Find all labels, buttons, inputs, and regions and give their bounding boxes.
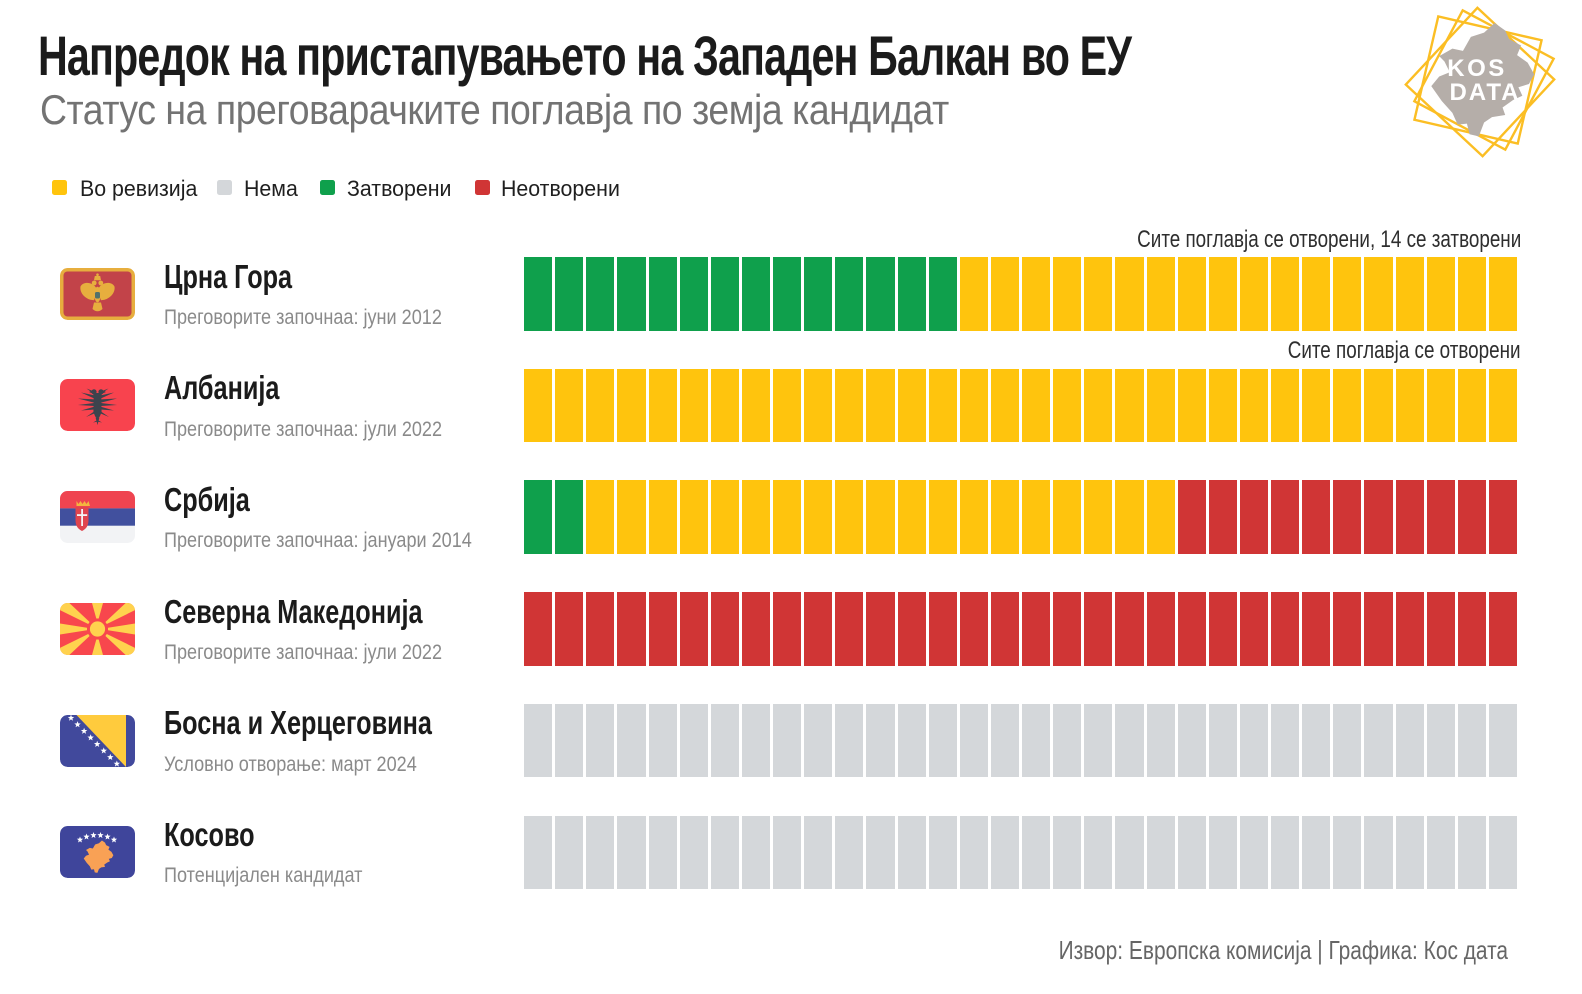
svg-text:DATA: DATA bbox=[1449, 79, 1520, 106]
svg-text:KOS: KOS bbox=[1447, 55, 1507, 82]
